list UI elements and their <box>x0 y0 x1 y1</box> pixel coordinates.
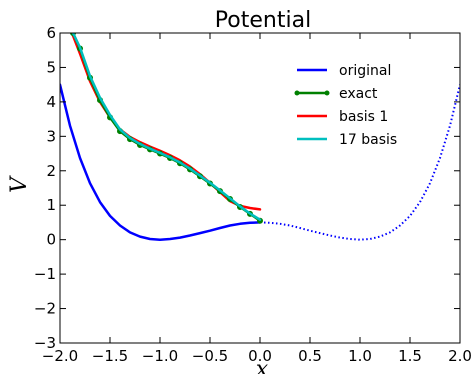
legend-label-basis-1: basis 1 <box>339 109 388 125</box>
y-tick-label: 4 <box>46 93 56 111</box>
legend-marker <box>294 90 300 96</box>
legend: original exact basis 1 17 basis <box>294 63 397 148</box>
x-tick-label: −1.0 <box>142 347 178 365</box>
series-line-original-dotted-continuation <box>259 84 460 241</box>
legend-label-original: original <box>339 63 391 79</box>
x-tick-label: −0.5 <box>192 347 228 365</box>
series-line-exact <box>71 33 262 222</box>
x-tick-label: 1.0 <box>348 347 372 365</box>
series-line-17-basis <box>71 33 262 221</box>
plot-frame <box>59 32 461 344</box>
y-tick-label: 0 <box>46 231 56 249</box>
ticks-layer: −2.0 −1.5 −1.0 −0.5 0.0 0.5 1.0 1.5 2.0 −3 −2 −1 0 1 2… <box>34 24 472 365</box>
series-line-basis-1 <box>70 33 262 211</box>
y-tick-label: −1 <box>34 265 56 283</box>
y-tick-label: −2 <box>34 300 56 318</box>
x-tick-label: 1.5 <box>398 347 422 365</box>
chart-title: Potential <box>215 8 311 33</box>
x-axis-label: x <box>256 357 269 374</box>
y-tick-label: −3 <box>34 334 56 352</box>
y-tick-label: 3 <box>46 127 56 145</box>
y-axis-label: V <box>7 175 32 193</box>
legend-marker <box>324 90 330 96</box>
x-tick-label: −1.5 <box>92 347 128 365</box>
y-tick-label: 2 <box>46 162 56 180</box>
y-tick-label: 6 <box>46 24 56 42</box>
y-tick-label: 1 <box>46 196 56 214</box>
x-tick-label: 0.5 <box>298 347 322 365</box>
series-line-original <box>60 83 262 241</box>
x-tick-label: −2.0 <box>42 347 78 365</box>
legend-label-exact: exact <box>339 86 378 102</box>
x-tick-label: 0.0 <box>248 347 272 365</box>
legend-label-17-basis: 17 basis <box>339 132 397 148</box>
series-layer <box>60 33 460 241</box>
x-tick-label: 2.0 <box>448 347 472 365</box>
y-tick-label: 5 <box>46 58 56 76</box>
